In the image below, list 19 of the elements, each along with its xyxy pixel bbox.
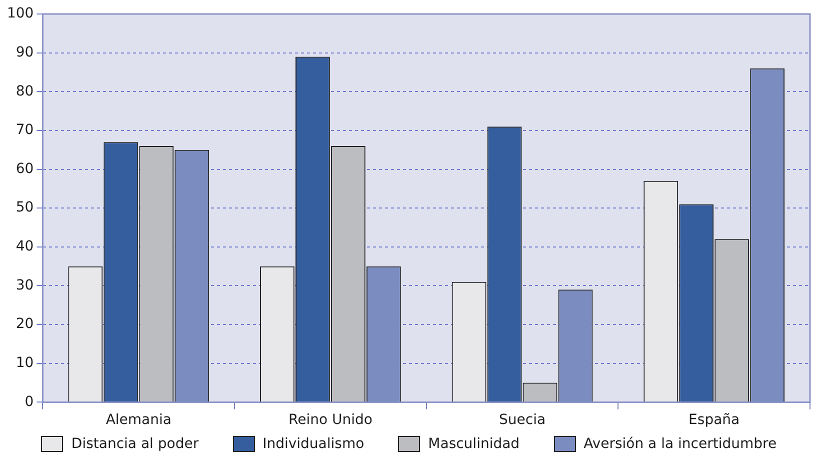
y-tick-label: 50 xyxy=(16,200,34,216)
x-tick-label: Reino Unido xyxy=(288,412,372,428)
y-tick-label: 80 xyxy=(16,83,34,100)
y-tick-label: 40 xyxy=(16,238,34,255)
y-tick-label: 10 xyxy=(16,355,34,372)
y-tick-label: 20 xyxy=(16,316,34,332)
y-tick-label: 90 xyxy=(16,44,34,60)
text: Distancia al poder xyxy=(71,436,199,452)
y-tick-label: 30 xyxy=(16,277,34,294)
y-tick-label: 100 xyxy=(6,6,34,22)
legend-label: Aversión a la incertidumbre xyxy=(584,436,777,452)
legend-label: Masculinidad xyxy=(428,436,520,452)
x-tick-label: España xyxy=(688,412,740,428)
y-tick-label: 60 xyxy=(16,160,34,177)
y-tick-label: 0 xyxy=(24,394,34,410)
legend-label: Individualismo xyxy=(262,436,364,452)
x-tick-label: Alemania xyxy=(106,412,172,428)
x-tick-label: Suecia xyxy=(498,412,546,428)
y-tick-label: 70 xyxy=(16,122,34,138)
